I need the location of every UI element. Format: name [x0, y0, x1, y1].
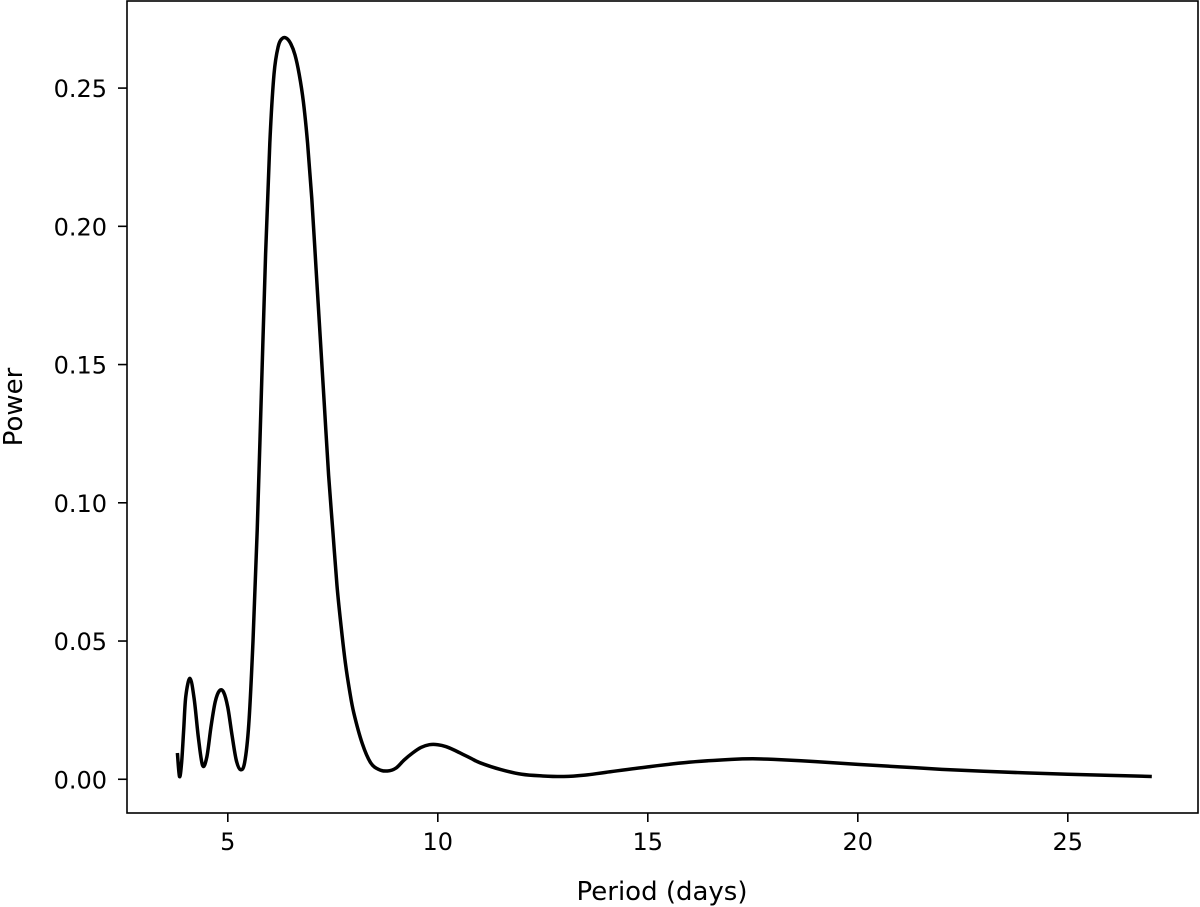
x-tick-label: 20 [843, 828, 874, 856]
x-axis-ticks: 5 10 15 20 25 [220, 813, 1083, 856]
y-tick-label: 0.10 [54, 490, 107, 518]
series-line-0 [175, 35, 1152, 779]
x-tick-label: 10 [423, 828, 454, 856]
x-tick-label: 5 [220, 828, 235, 856]
y-axis-ticks: 0.00 0.05 0.10 0.15 0.20 0.25 [54, 75, 127, 794]
x-axis-label: Period (days) [577, 877, 748, 907]
y-tick-label: 0.05 [54, 628, 107, 656]
x-tick-label: 25 [1053, 828, 1084, 856]
x-tick-label: 15 [633, 828, 664, 856]
y-tick-label: 0.20 [54, 213, 107, 241]
y-tick-label: 0.00 [54, 766, 107, 794]
y-tick-label: 0.25 [54, 75, 107, 103]
y-axis-label: Power [0, 367, 29, 446]
series-layer [175, 35, 1152, 779]
y-tick-label: 0.15 [54, 352, 107, 380]
plot-area-frame [126, 0, 1199, 814]
